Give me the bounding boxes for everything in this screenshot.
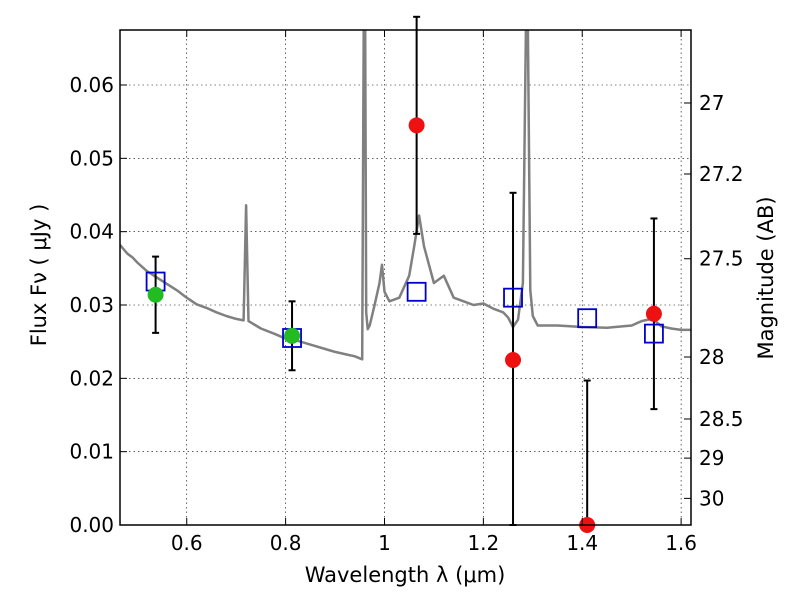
model-photometry-marker xyxy=(406,281,427,302)
mag-tick-label: 28.5 xyxy=(699,407,744,431)
x-tick-label: 1.6 xyxy=(665,531,697,555)
points-layer xyxy=(145,15,664,533)
observed-flux-point-low-snr xyxy=(408,117,425,134)
y-tick-label: 0.04 xyxy=(69,220,114,244)
mag-tick-label: 30 xyxy=(699,486,724,510)
mag-tick-label: 27 xyxy=(699,91,724,115)
x-tick-label: 1.2 xyxy=(467,531,499,555)
ticks-layer: 0.6 0.8 1 1.2 1.4 1.6 0.00 0.01 0.02 0.03 0.04 0.05… xyxy=(69,30,744,555)
y-tick-label: 0.06 xyxy=(69,73,114,97)
y-tick-label: 0.01 xyxy=(69,440,114,464)
y-tick-label: 0.03 xyxy=(69,293,114,317)
model-spectrum-line xyxy=(120,30,691,361)
y-tick-label: 0.05 xyxy=(69,146,114,170)
x-axis-label: Wavelength λ (μm) xyxy=(305,563,506,587)
model-photometry-marker xyxy=(644,323,664,344)
x-tick-label: 1.4 xyxy=(566,531,598,555)
mag-tick-label: 27.5 xyxy=(699,247,744,271)
mag-tick-label: 29 xyxy=(699,446,724,470)
observed-flux-point-low-snr xyxy=(505,352,522,368)
x-tick-label: 0.6 xyxy=(171,531,203,555)
plot-background xyxy=(120,30,691,525)
observed-flux-point xyxy=(284,327,301,344)
x-tick-label: 1 xyxy=(378,531,391,555)
model-photometry-marker xyxy=(503,287,523,308)
y-tick-label: 0.02 xyxy=(69,366,114,390)
y-axis-label-left: Flux Fν ( μJy ) xyxy=(27,204,51,347)
y-tick-label: 0.00 xyxy=(69,513,114,537)
mag-tick-label: 27.2 xyxy=(699,162,744,186)
observed-flux-point xyxy=(147,286,164,303)
plot-frame xyxy=(119,29,692,526)
mag-tick-label: 28 xyxy=(699,345,724,369)
model-spectrum-layer xyxy=(120,30,691,361)
x-tick-label: 0.8 xyxy=(270,531,302,555)
y-axis-label-right: Magnitude (AB) xyxy=(754,196,778,359)
model-photometry-marker xyxy=(577,308,598,329)
observed-flux-point-low-snr xyxy=(645,305,662,322)
